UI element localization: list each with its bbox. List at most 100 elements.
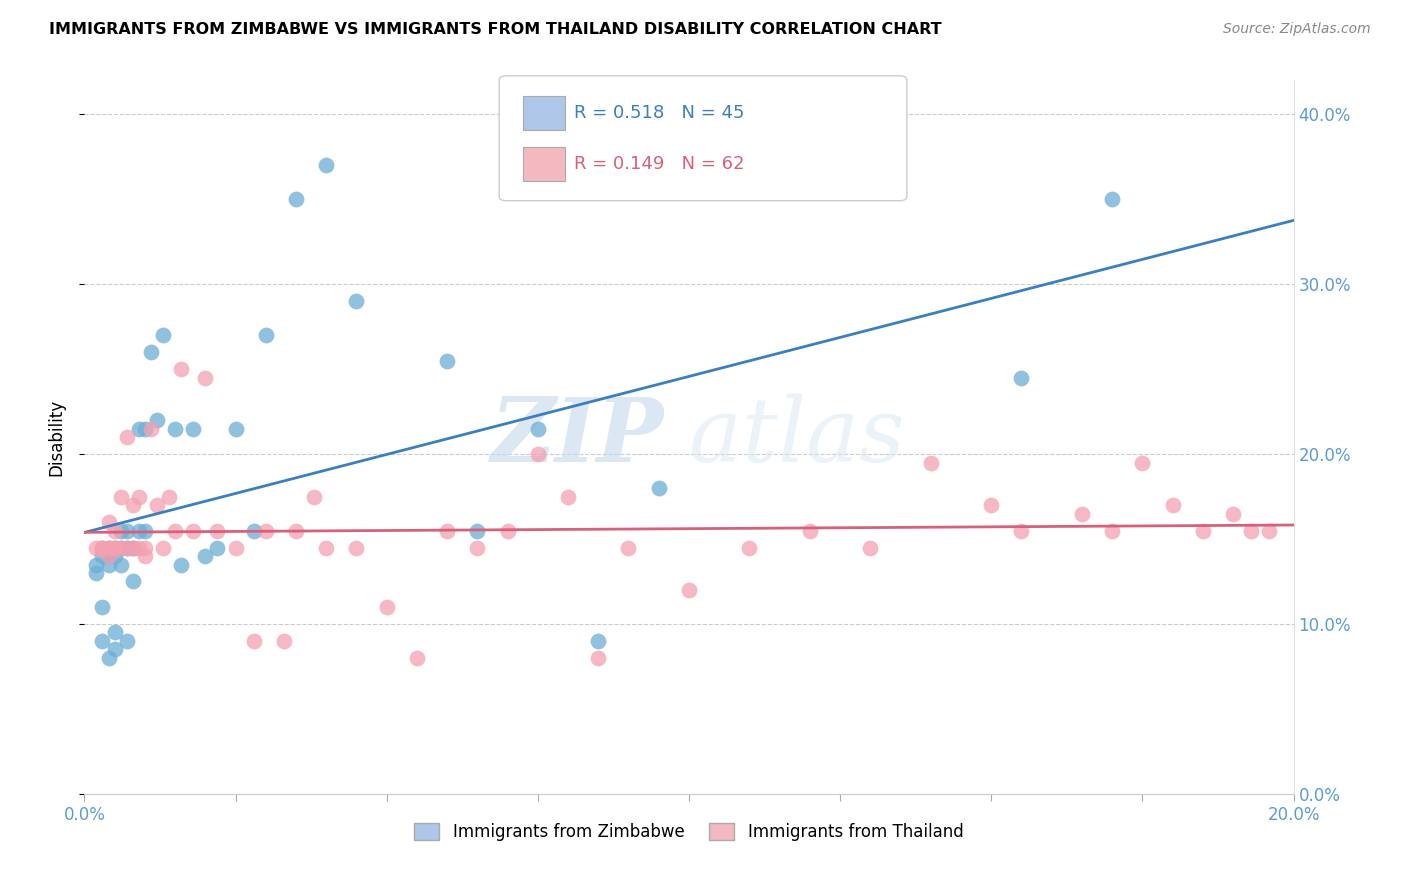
Point — [406, 651, 429, 665]
Point — [315, 158, 337, 172]
Point — [152, 328, 174, 343]
Point — [104, 549, 127, 563]
Point — [617, 541, 640, 555]
Point — [128, 524, 150, 538]
Point — [980, 498, 1002, 512]
Point — [110, 524, 132, 538]
Point — [194, 549, 217, 563]
Text: IMMIGRANTS FROM ZIMBABWE VS IMMIGRANTS FROM THAILAND DISABILITY CORRELATION CHAR: IMMIGRANTS FROM ZIMBABWE VS IMMIGRANTS F… — [49, 22, 942, 37]
Point — [104, 541, 127, 555]
Point — [346, 294, 368, 309]
Point — [165, 524, 187, 538]
Point — [738, 541, 761, 555]
Point — [97, 541, 120, 555]
Point — [121, 541, 143, 555]
Point — [588, 651, 610, 665]
Point — [86, 566, 108, 580]
Point — [97, 549, 120, 563]
Point — [91, 549, 114, 563]
Point — [496, 524, 519, 538]
Point — [181, 524, 204, 538]
Y-axis label: Disability: Disability — [48, 399, 66, 475]
Point — [170, 558, 193, 572]
Point — [139, 345, 162, 359]
Point — [110, 541, 132, 555]
Point — [225, 541, 247, 555]
Point — [110, 558, 132, 572]
Point — [648, 481, 671, 495]
Point — [104, 541, 127, 555]
Point — [527, 421, 550, 435]
Point — [1011, 524, 1033, 538]
Point — [128, 541, 150, 555]
Point — [436, 524, 458, 538]
Point — [157, 490, 180, 504]
Point — [104, 541, 127, 555]
Point — [91, 634, 114, 648]
Point — [1192, 524, 1215, 538]
Point — [1258, 524, 1281, 538]
Point — [115, 524, 138, 538]
Point — [225, 421, 247, 435]
Point — [134, 421, 156, 435]
Point — [242, 634, 264, 648]
Point — [254, 328, 277, 343]
Point — [799, 524, 821, 538]
Point — [91, 541, 114, 555]
Point — [110, 541, 132, 555]
Point — [121, 498, 143, 512]
Point — [146, 413, 169, 427]
Point — [86, 558, 108, 572]
Point — [207, 524, 229, 538]
Point — [139, 421, 162, 435]
Point — [86, 541, 108, 555]
Point — [134, 541, 156, 555]
Point — [242, 524, 264, 538]
Point — [527, 447, 550, 461]
Point — [97, 549, 120, 563]
Point — [467, 541, 489, 555]
Point — [91, 541, 114, 555]
Point — [194, 370, 217, 384]
Point — [128, 490, 150, 504]
Point — [467, 524, 489, 538]
Point — [97, 515, 120, 529]
Text: R = 0.518   N = 45: R = 0.518 N = 45 — [574, 103, 744, 121]
Point — [1101, 192, 1123, 206]
Point — [302, 490, 325, 504]
Point — [207, 541, 229, 555]
Point — [315, 541, 337, 555]
Point — [134, 524, 156, 538]
Point — [104, 524, 127, 538]
Point — [1071, 507, 1094, 521]
Text: ZIP: ZIP — [491, 394, 665, 480]
Text: Source: ZipAtlas.com: Source: ZipAtlas.com — [1223, 22, 1371, 37]
Point — [375, 599, 398, 614]
Point — [436, 353, 458, 368]
Point — [97, 558, 120, 572]
Text: atlas: atlas — [689, 393, 904, 481]
Point — [1222, 507, 1244, 521]
Point — [104, 642, 127, 657]
Point — [115, 541, 138, 555]
Point — [97, 651, 120, 665]
Point — [285, 524, 308, 538]
Point — [1011, 370, 1033, 384]
Point — [859, 541, 882, 555]
Point — [128, 421, 150, 435]
Point — [181, 421, 204, 435]
Point — [115, 541, 138, 555]
Point — [920, 456, 942, 470]
Point — [346, 541, 368, 555]
Point — [1130, 456, 1153, 470]
Point — [134, 549, 156, 563]
Point — [170, 362, 193, 376]
Legend: Immigrants from Zimbabwe, Immigrants from Thailand: Immigrants from Zimbabwe, Immigrants fro… — [406, 815, 972, 850]
Text: R = 0.149   N = 62: R = 0.149 N = 62 — [574, 155, 744, 173]
Point — [678, 582, 700, 597]
Point — [588, 634, 610, 648]
Point — [1240, 524, 1263, 538]
Point — [91, 599, 114, 614]
Point — [97, 541, 120, 555]
Point — [285, 192, 308, 206]
